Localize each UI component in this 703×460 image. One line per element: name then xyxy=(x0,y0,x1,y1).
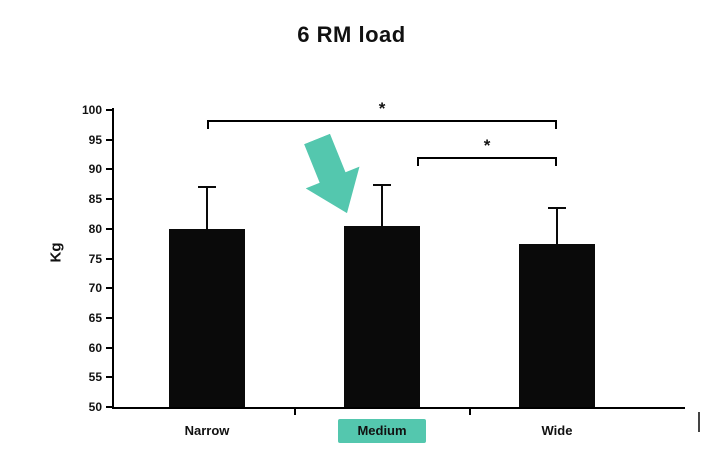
y-tick-label: 75 xyxy=(88,251,102,266)
x-category-label-medium: Medium xyxy=(338,419,426,443)
significance-bracket-end xyxy=(417,157,419,166)
significance-bracket-end xyxy=(555,157,557,166)
significance-bracket-line xyxy=(207,120,557,122)
significance-bracket-line xyxy=(417,157,557,159)
y-tick-label: 85 xyxy=(88,192,102,207)
significance-asterisk: * xyxy=(378,99,386,118)
y-tick-mark xyxy=(106,346,112,349)
y-tick-label: 70 xyxy=(88,281,102,296)
edge-artifact-line xyxy=(698,412,700,432)
y-axis-label: Kg xyxy=(47,242,65,263)
error-bar-cap-wide xyxy=(548,207,566,209)
chart-title: 6 RM load xyxy=(297,22,406,47)
y-tick-label: 55 xyxy=(88,370,102,385)
y-tick-mark xyxy=(106,376,112,379)
error-bar-medium xyxy=(381,185,383,227)
down-arrow-icon xyxy=(290,128,374,224)
significance-asterisk: * xyxy=(483,136,491,155)
y-tick-mark xyxy=(106,227,112,230)
significance-bracket-end xyxy=(555,120,557,129)
bar-medium xyxy=(344,226,420,407)
y-tick-mark xyxy=(106,168,112,171)
error-bar-cap-narrow xyxy=(198,186,216,189)
x-axis-line xyxy=(112,407,685,409)
y-tick-label: 65 xyxy=(88,310,102,325)
y-tick-mark xyxy=(106,406,112,408)
y-tick-label: 100 xyxy=(81,103,102,117)
y-tick-label: 50 xyxy=(88,400,102,414)
error-bar-narrow xyxy=(206,187,208,229)
y-tick-mark xyxy=(106,198,112,201)
y-tick-label: 80 xyxy=(88,221,102,236)
bar-narrow xyxy=(169,228,245,407)
x-category-label-wide: Wide xyxy=(541,423,573,438)
y-tick-label: 60 xyxy=(88,340,102,355)
y-tick-label: 90 xyxy=(88,162,102,177)
y-tick-mark xyxy=(106,316,112,319)
error-bar-wide xyxy=(556,208,558,245)
y-tick-mark xyxy=(106,287,112,290)
y-tick-mark xyxy=(106,109,112,111)
bar-wide xyxy=(519,244,595,407)
x-category-label-narrow: Narrow xyxy=(184,423,230,438)
y-tick-label: 95 xyxy=(88,132,102,147)
y-tick-mark xyxy=(106,257,112,260)
y-tick-mark xyxy=(106,138,112,141)
y-axis-line xyxy=(112,108,114,409)
x-tick-mark xyxy=(294,409,296,415)
error-bar-cap-medium xyxy=(373,184,391,187)
significance-bracket-end xyxy=(207,120,209,129)
x-tick-mark xyxy=(469,409,471,415)
